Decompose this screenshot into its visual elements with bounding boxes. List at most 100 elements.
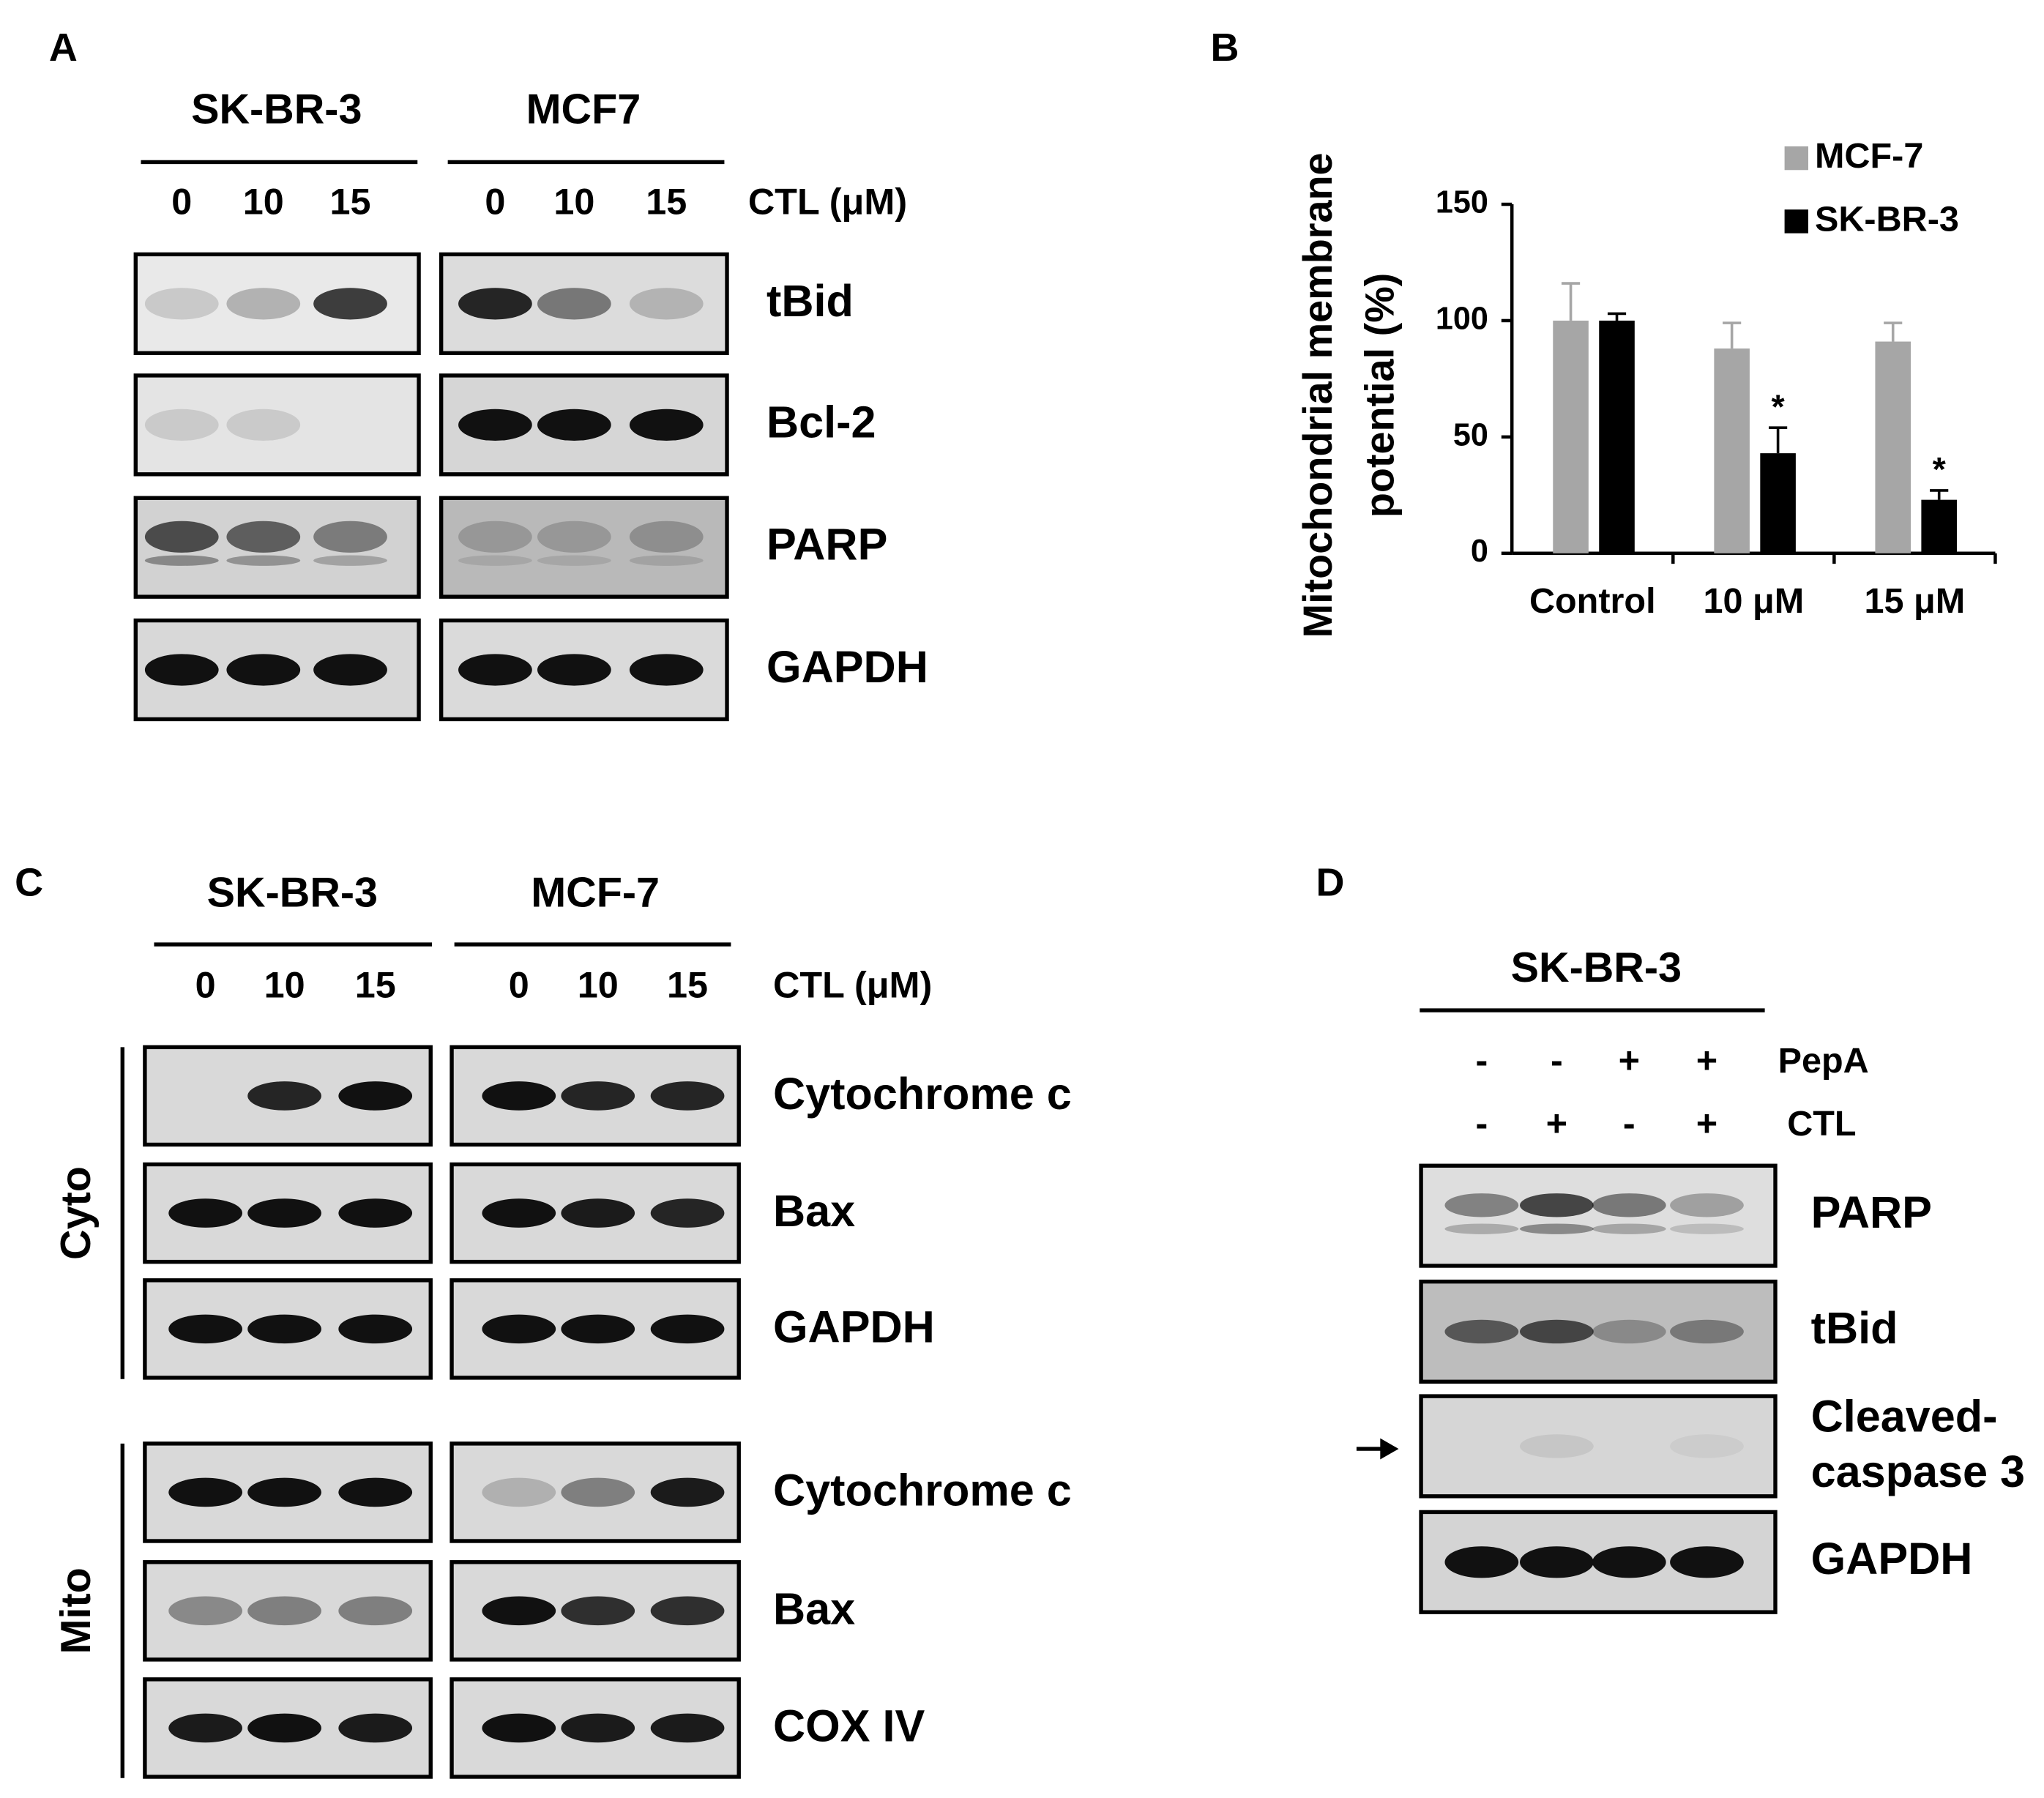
dose: 15 xyxy=(667,964,708,1006)
band xyxy=(458,409,532,441)
band xyxy=(168,1198,243,1228)
blot xyxy=(1419,1394,1778,1499)
panel-label: B xyxy=(1211,26,1239,70)
bar xyxy=(1760,453,1796,553)
band xyxy=(1670,1223,1744,1234)
band xyxy=(226,409,301,441)
cell-line: SK-BR-3 xyxy=(207,870,378,917)
band xyxy=(226,521,301,553)
band xyxy=(1444,1193,1519,1217)
panel-label: A xyxy=(49,26,78,70)
band xyxy=(629,288,704,320)
error-bar xyxy=(1561,282,1581,321)
protein-label: COX IV xyxy=(773,1701,925,1750)
band xyxy=(458,288,532,320)
band xyxy=(1520,1193,1594,1217)
band xyxy=(1670,1546,1744,1578)
band xyxy=(144,555,219,566)
protein-label: Cytochrome c xyxy=(773,1069,1072,1119)
protein-label: GAPDH xyxy=(1811,1534,1973,1583)
dose: 0 xyxy=(485,180,505,222)
band xyxy=(561,1713,635,1743)
band xyxy=(458,654,532,686)
protein-label: GAPDH xyxy=(773,1302,935,1351)
band xyxy=(458,555,532,566)
blot xyxy=(143,1560,433,1662)
band xyxy=(144,409,219,441)
treatment-sign: - xyxy=(1475,1103,1488,1144)
protein-label: PARP xyxy=(766,520,887,570)
band xyxy=(226,654,301,686)
band xyxy=(650,1198,725,1228)
band xyxy=(1520,1223,1594,1234)
significance-mark: * xyxy=(1933,450,1947,488)
band xyxy=(629,555,704,566)
y-axis-label: potential (%) xyxy=(1357,273,1403,518)
band xyxy=(247,1477,321,1507)
y-tick-label: 50 xyxy=(1453,417,1488,452)
band xyxy=(226,288,301,320)
cell-line: SK-BR-3 xyxy=(1511,944,1682,991)
band xyxy=(247,1713,321,1743)
dose: 15 xyxy=(646,180,687,222)
band xyxy=(561,1198,635,1228)
band xyxy=(629,409,704,441)
treatment-name: PepA xyxy=(1778,1041,1869,1081)
fraction-label: Mito xyxy=(53,1567,100,1654)
x-tick-label: Control xyxy=(1529,581,1656,621)
band xyxy=(1592,1546,1666,1578)
blot xyxy=(1419,1163,1778,1268)
band xyxy=(168,1314,243,1344)
treatment: CTL (μM) xyxy=(748,180,907,222)
band xyxy=(650,1081,725,1111)
dose: 0 xyxy=(509,964,529,1006)
band xyxy=(144,288,219,320)
band xyxy=(650,1477,725,1507)
error-bar xyxy=(1723,321,1742,349)
arrow-head xyxy=(1380,1438,1399,1460)
band xyxy=(482,1314,556,1344)
band xyxy=(1444,1319,1519,1344)
panel-label: C xyxy=(15,860,43,904)
protein-label: tBid xyxy=(766,276,854,326)
bar xyxy=(1714,348,1750,553)
band xyxy=(338,1198,413,1228)
band xyxy=(247,1081,321,1111)
significance-mark: * xyxy=(1772,387,1786,425)
band xyxy=(1670,1319,1744,1344)
protein-label: tBid xyxy=(1811,1303,1898,1353)
treatment: CTL (μM) xyxy=(773,964,932,1006)
treatment-sign: + xyxy=(1696,1039,1717,1081)
dose: 15 xyxy=(355,964,396,1006)
band xyxy=(168,1713,243,1743)
protein-label: Bcl-2 xyxy=(766,397,876,447)
band xyxy=(629,521,704,553)
dose: 0 xyxy=(195,964,216,1006)
protein-label: Bax xyxy=(773,1583,855,1633)
band xyxy=(561,1314,635,1344)
treatment-sign: - xyxy=(1551,1039,1563,1081)
band xyxy=(537,654,611,686)
band xyxy=(537,555,611,566)
legend-swatch xyxy=(1784,209,1808,234)
dose: 10 xyxy=(264,964,305,1006)
band xyxy=(650,1314,725,1344)
band xyxy=(313,654,387,686)
x-tick-label: 15 μM xyxy=(1865,581,1966,621)
protein-label: GAPDH xyxy=(766,642,928,692)
treatment-sign: + xyxy=(1696,1103,1717,1144)
panel-label: D xyxy=(1316,860,1344,904)
error-bar xyxy=(1884,321,1903,342)
band xyxy=(650,1713,725,1743)
band xyxy=(1592,1193,1666,1217)
protein-label: PARP xyxy=(1811,1187,1932,1237)
band xyxy=(1520,1546,1594,1578)
blot xyxy=(439,496,729,599)
bar xyxy=(1553,320,1589,553)
band xyxy=(1592,1319,1666,1344)
band xyxy=(313,521,387,553)
y-tick-label: 0 xyxy=(1471,534,1488,569)
band xyxy=(144,654,219,686)
dose: 10 xyxy=(243,180,284,222)
